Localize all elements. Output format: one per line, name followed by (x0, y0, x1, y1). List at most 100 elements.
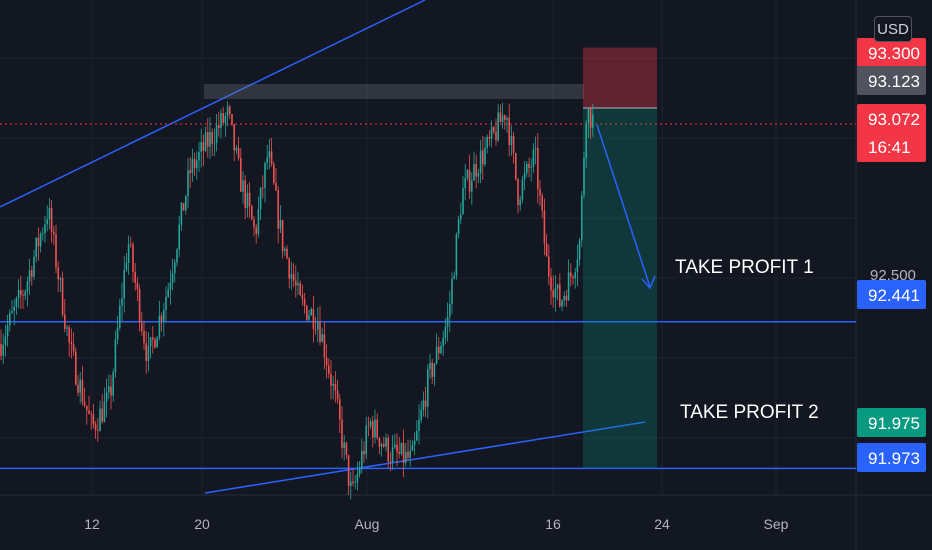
candle-body (48, 207, 51, 220)
candle (251, 204, 253, 221)
candle-body (363, 450, 365, 455)
candle (123, 256, 125, 313)
candle (308, 309, 310, 323)
candle (495, 118, 497, 146)
candle-body (455, 234, 458, 276)
candle (134, 263, 136, 291)
candle (121, 282, 123, 322)
candle (6, 314, 9, 347)
candle-body (517, 179, 519, 206)
candle-body (218, 125, 220, 128)
candle (512, 131, 515, 164)
candle (204, 126, 207, 153)
candle-body (178, 224, 180, 250)
candle (191, 148, 194, 183)
candle-body (374, 419, 376, 438)
candle (517, 178, 519, 214)
candle-body (376, 419, 378, 438)
candle (35, 237, 37, 263)
candle (389, 451, 392, 472)
candle-body (545, 243, 548, 257)
candle-body (297, 283, 299, 286)
candle (295, 265, 297, 298)
candle-body (284, 248, 286, 252)
candle (537, 133, 539, 204)
candle (391, 434, 394, 470)
candle (563, 290, 565, 307)
candle-body (138, 289, 141, 323)
candle-body (70, 342, 73, 345)
candle-body (576, 259, 579, 273)
candle (178, 215, 180, 257)
currency-button[interactable]: USD (874, 16, 912, 42)
candle-body (196, 160, 198, 169)
candle-body (15, 298, 18, 307)
candle-body (534, 148, 537, 150)
candle-body (79, 379, 81, 393)
candle (405, 443, 407, 467)
candle (242, 171, 244, 204)
candle-body (68, 327, 70, 343)
candle-body (235, 147, 238, 151)
candle (484, 136, 486, 167)
price-axis[interactable]: 92.500 93.300 93.123 93.072 16:41 92.441 91.97… (857, 38, 926, 472)
candle-body (28, 270, 31, 282)
candle (543, 198, 546, 256)
x-tick-label: Sep (764, 516, 789, 532)
candle (347, 454, 350, 496)
candle (578, 237, 581, 267)
candle-body (92, 414, 95, 425)
candle-body (288, 258, 290, 279)
candle (86, 405, 88, 425)
candle-body (13, 306, 15, 312)
candle-body (550, 276, 552, 291)
candle (226, 101, 229, 127)
candle (530, 158, 532, 182)
candle-body (347, 455, 350, 486)
candle-body (475, 164, 477, 177)
candle (9, 309, 11, 332)
candle-body (387, 437, 389, 462)
candle (75, 347, 77, 386)
candle-body (99, 408, 101, 432)
candle-body (583, 158, 585, 196)
candle-body (262, 187, 264, 189)
candle (466, 169, 469, 181)
candle-body (202, 142, 205, 151)
candle (468, 154, 471, 200)
candle-body (319, 321, 321, 342)
candle-body (242, 180, 244, 192)
candle (574, 267, 576, 289)
annotation-take-profit-1: TAKE PROFIT 1 (675, 257, 814, 278)
candle-body (59, 278, 62, 280)
candle (416, 420, 418, 442)
candle (215, 114, 218, 152)
price-label-bg (857, 104, 926, 162)
candle (387, 434, 389, 469)
candle-body (510, 136, 513, 146)
candle (572, 274, 574, 285)
price-label-horizontal-line: 91.973 (857, 443, 926, 472)
candle-body (211, 132, 213, 144)
candle (132, 242, 134, 283)
candle-body (31, 270, 33, 277)
candle (68, 325, 70, 357)
candle (356, 462, 359, 491)
time-axis[interactable]: 12 20 Aug 16 24 Sep (84, 516, 788, 532)
price-label-bg (857, 38, 926, 67)
candle-body (554, 288, 557, 298)
price-label-bg (857, 443, 926, 472)
candle (552, 275, 554, 308)
candle (477, 168, 480, 183)
candle (202, 134, 205, 166)
candle (446, 302, 449, 342)
candle (317, 307, 319, 343)
candle (523, 161, 526, 191)
take-profit-zone (583, 108, 657, 468)
candle-body (182, 203, 185, 211)
candle (545, 233, 548, 257)
candle (292, 263, 295, 287)
candle (385, 433, 387, 452)
candle (229, 104, 231, 119)
